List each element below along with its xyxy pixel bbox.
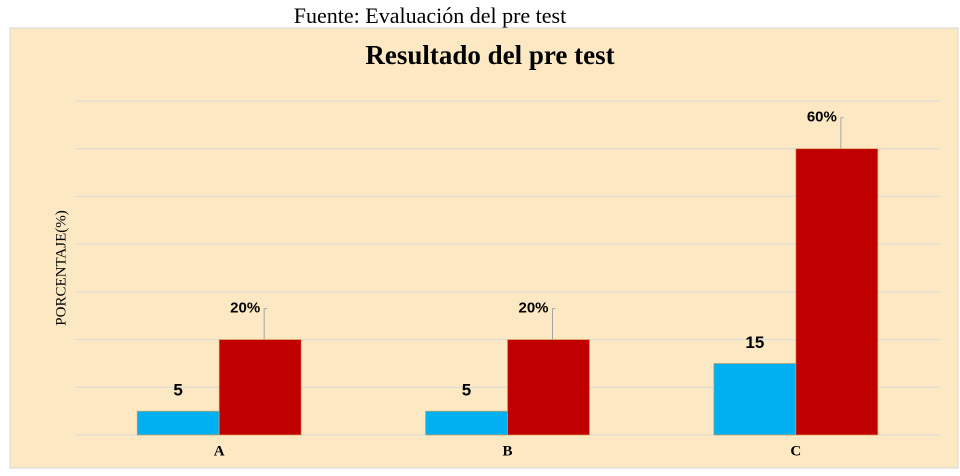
bar xyxy=(795,148,879,436)
source-note: Fuente: Evaluación del pre test xyxy=(294,3,566,28)
x-tick-label: B xyxy=(502,443,512,459)
bar xyxy=(507,339,590,436)
leader-line xyxy=(840,117,844,149)
x-tick-label: C xyxy=(790,443,801,459)
leader-line xyxy=(263,308,268,340)
y-axis-label: PORCENTAJE(%) xyxy=(53,210,69,325)
data-label: 20% xyxy=(518,300,548,317)
chart-title: Resultado del pre test xyxy=(365,40,614,70)
data-label: 15 xyxy=(745,333,764,352)
data-label: 5 xyxy=(173,381,182,400)
data-label: 60% xyxy=(807,109,837,126)
x-tick-label: A xyxy=(214,443,225,459)
bar xyxy=(713,363,797,436)
data-label: 5 xyxy=(462,381,471,400)
bar xyxy=(136,410,220,436)
leader-line xyxy=(552,308,556,340)
data-label: 20% xyxy=(230,300,260,317)
bar xyxy=(425,410,508,436)
bar xyxy=(218,339,302,436)
